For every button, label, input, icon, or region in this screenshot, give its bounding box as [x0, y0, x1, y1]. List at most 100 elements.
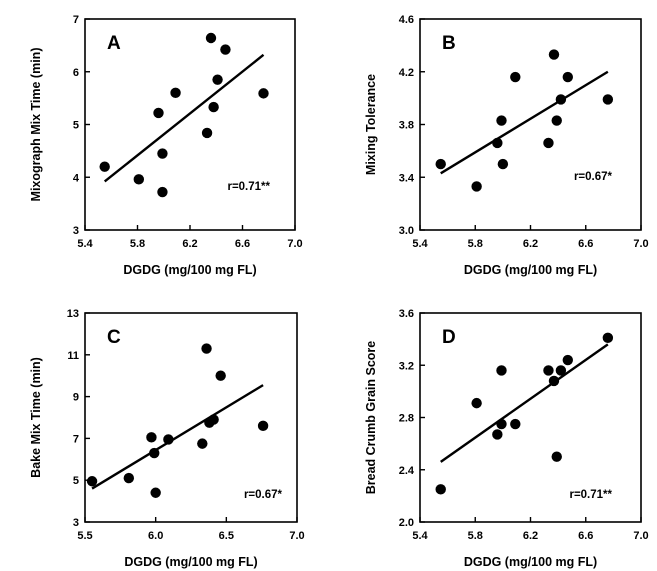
x-tick-label: 5.4 — [412, 530, 428, 542]
data-point — [543, 137, 554, 149]
data-point — [201, 127, 213, 139]
data-point — [257, 420, 269, 432]
x-tick-label: 6.2 — [523, 530, 538, 542]
x-tick-label: 7.0 — [633, 530, 648, 542]
data-point — [212, 74, 223, 85]
y-axis-title: Bread Crumb Grain Score — [364, 341, 378, 495]
data-point — [551, 115, 562, 126]
panel-c: 5.5 6.0 6.5 7.0 3 5 7 9 11 13 DGDG (mg/100 mg FL) B… — [29, 308, 305, 569]
x-tick-label: 7.0 — [287, 238, 302, 250]
x-axis-title: DGDG (mg/100 mg FL) — [124, 555, 257, 569]
data-point — [215, 370, 226, 381]
data-point — [435, 158, 446, 170]
data-point — [153, 107, 164, 119]
data-point — [548, 375, 560, 387]
data-point — [497, 158, 509, 170]
y-tick-label: 4.6 — [399, 14, 414, 26]
x-axis-title: DGDG (mg/100 mg FL) — [123, 263, 256, 277]
y-tick-label: 3.0 — [399, 225, 414, 237]
y-tick-label: 3.4 — [399, 172, 415, 184]
y-tick-label: 5 — [73, 475, 79, 487]
data-point — [205, 32, 217, 44]
data-point — [510, 418, 521, 430]
data-point — [99, 161, 110, 172]
data-point — [496, 365, 507, 376]
data-point — [496, 115, 507, 126]
x-tick-label: 6.6 — [235, 238, 250, 250]
data-point — [602, 332, 614, 344]
data-point — [133, 174, 145, 185]
correlation-annotation: r=0.71** — [569, 489, 612, 501]
y-tick-label: 3.6 — [399, 308, 414, 320]
y-tick-label: 13 — [67, 308, 79, 320]
data-point — [208, 101, 219, 113]
data-point — [163, 434, 174, 445]
y-tick-label: 3 — [73, 225, 79, 237]
y-tick-label: 3 — [73, 517, 79, 529]
y-tick-label: 9 — [73, 392, 79, 404]
y-tick-label: 6 — [73, 67, 79, 79]
panel-b: 5.4 5.8 6.2 6.6 7.0 3.0 3.4 3.8 4.2 4.6 DGDG (mg/1… — [364, 14, 649, 277]
data-point — [492, 429, 503, 440]
y-axis-title: Mixing Tolerance — [364, 74, 378, 175]
data-point — [492, 137, 503, 149]
x-tick-label: 5.8 — [130, 238, 145, 250]
y-tick-label: 3.2 — [399, 360, 414, 372]
regression-line — [91, 384, 264, 490]
panel-letter: B — [442, 33, 456, 54]
correlation-annotation: r=0.67* — [574, 171, 613, 183]
regression-line — [440, 343, 609, 463]
y-tick-label: 2.0 — [399, 517, 414, 529]
x-tick-label: 7.0 — [633, 238, 648, 250]
data-point — [510, 71, 521, 83]
data-point — [157, 148, 168, 159]
data-point — [562, 354, 573, 366]
panel-a: 5.4 5.8 6.2 6.6 7.0 3 4 5 6 7 DGDG (mg/100 mg FL) M… — [29, 14, 303, 277]
y-axis-title: Mixograph Mix Time (min) — [29, 48, 43, 202]
x-tick-label: 7.0 — [289, 530, 304, 542]
y-tick-label: 11 — [67, 350, 79, 362]
data-point — [123, 472, 135, 484]
y-axis-title: Bake Mix Time (min) — [29, 357, 43, 478]
y-tick-label: 7 — [73, 433, 79, 445]
y-tick-label: 4.2 — [399, 67, 414, 79]
data-point — [602, 94, 614, 105]
data-point — [543, 365, 554, 376]
data-point — [86, 476, 98, 487]
regression-line — [440, 70, 609, 175]
y-tick-label: 3.8 — [399, 120, 414, 132]
data-point — [435, 484, 446, 495]
x-tick-label: 6.2 — [182, 238, 197, 250]
y-tick-label: 5 — [73, 120, 79, 132]
regression-line — [103, 53, 265, 183]
x-tick-label: 6.2 — [523, 238, 538, 250]
plot-frame — [84, 312, 298, 523]
x-tick-label: 6.6 — [578, 238, 593, 250]
data-point — [220, 44, 231, 55]
y-tick-label: 2.4 — [399, 465, 415, 477]
data-point — [555, 365, 567, 376]
x-tick-label: 5.5 — [77, 530, 92, 542]
data-point — [150, 487, 161, 498]
panel-letter: A — [107, 33, 121, 54]
y-tick-label: 7 — [73, 14, 79, 26]
x-tick-label: 6.5 — [219, 530, 234, 542]
data-point — [496, 418, 507, 430]
data-point — [197, 438, 208, 449]
data-point — [551, 451, 562, 462]
panel-letter: C — [107, 327, 121, 348]
data-point — [471, 397, 482, 409]
data-point — [149, 447, 160, 459]
panel-d: 5.4 5.8 6.2 6.6 7.0 2.0 2.4 2.8 3.2 3.6 DGDG (mg/1… — [364, 308, 649, 569]
data-point — [208, 414, 219, 425]
x-tick-label: 5.4 — [412, 238, 428, 250]
data-point — [258, 88, 269, 99]
panel-letter: D — [442, 327, 456, 348]
data-point — [201, 343, 212, 354]
correlation-annotation: r=0.67* — [244, 489, 283, 501]
x-tick-label: 6.6 — [578, 530, 593, 542]
data-point — [146, 432, 157, 443]
x-tick-label: 5.8 — [468, 530, 483, 542]
x-axis-title: DGDG (mg/100 mg FL) — [464, 263, 597, 277]
y-tick-label: 4 — [73, 172, 80, 184]
